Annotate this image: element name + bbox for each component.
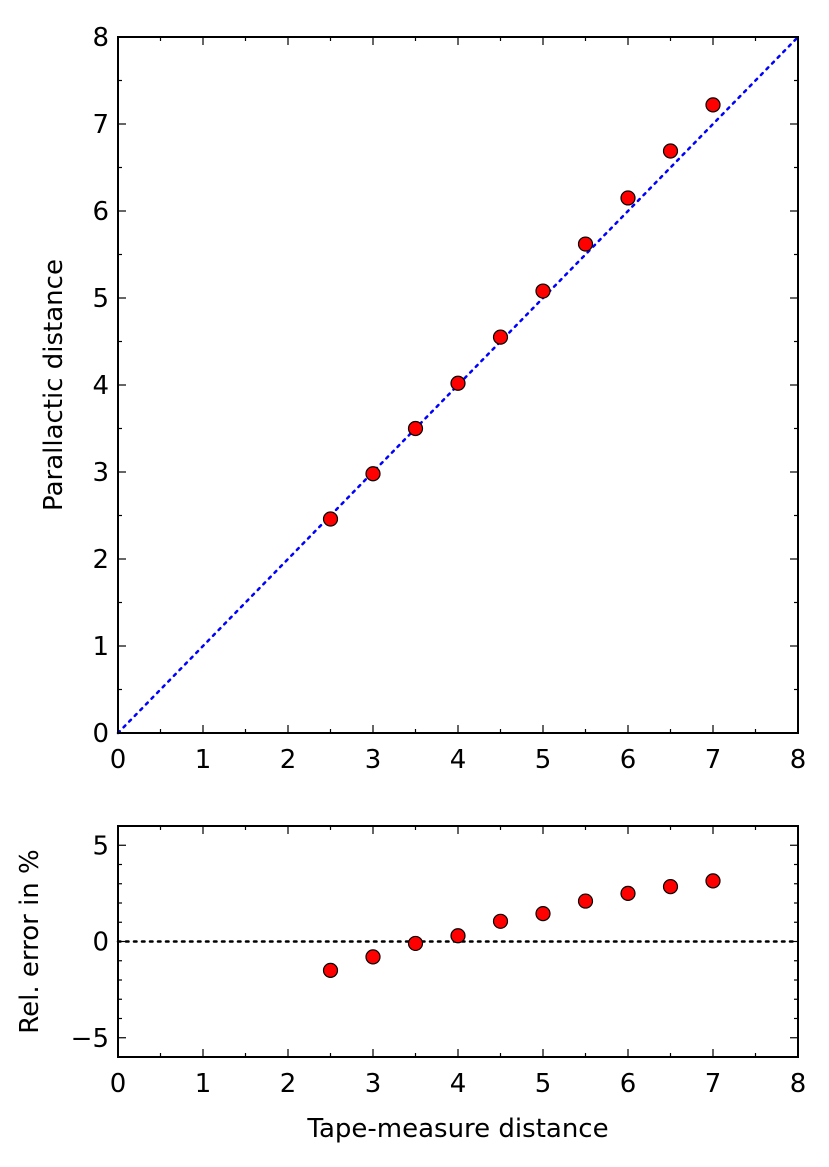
data-point xyxy=(492,913,509,929)
x-tick-label: 0 xyxy=(110,1069,127,1099)
y-tick-label: 0 xyxy=(92,719,109,749)
x-tick-label: 4 xyxy=(450,1069,467,1099)
data-point xyxy=(407,935,424,952)
x-tick-label: 1 xyxy=(195,745,212,775)
data-point xyxy=(535,905,551,922)
x-tick-label: 1 xyxy=(195,1069,212,1099)
data-point xyxy=(407,420,424,437)
x-tick-label: 7 xyxy=(705,1069,722,1099)
data-point xyxy=(705,873,721,889)
data-point xyxy=(662,879,679,895)
data-point xyxy=(577,236,594,252)
y-tick-label: −5 xyxy=(71,1024,109,1054)
data-point xyxy=(662,143,679,159)
y-tick-label: 2 xyxy=(92,545,109,575)
data-point xyxy=(450,928,466,944)
y-tick-label: 7 xyxy=(92,110,109,140)
data-point xyxy=(620,885,636,901)
data-point xyxy=(450,375,466,391)
data-point xyxy=(365,466,381,482)
y-tick-label: 0 xyxy=(92,928,109,958)
y-tick-label: 3 xyxy=(92,458,109,488)
x-tick-label: 5 xyxy=(535,745,552,775)
x-tick-label: 8 xyxy=(790,745,807,775)
data-point xyxy=(322,962,339,978)
y-tick-label: 5 xyxy=(92,831,109,861)
y-tick-label: 1 xyxy=(92,632,109,662)
main-chart: 0 1 2 3 4 5 6 7 8 0 1 2 3 4 5 6 7 8 Parallactic distance xyxy=(39,23,806,775)
x-tick-label: 3 xyxy=(365,745,382,775)
y-tick-label: 6 xyxy=(92,197,109,227)
data-point xyxy=(365,949,381,965)
x-tick-label: 2 xyxy=(280,1069,297,1099)
data-point xyxy=(705,97,721,113)
axes-frame xyxy=(117,825,799,1058)
y-tick-label: 4 xyxy=(92,371,109,401)
x-tick-label: 0 xyxy=(110,745,127,775)
x-tick-label: 3 xyxy=(365,1069,382,1099)
x-tick-label: 2 xyxy=(280,745,297,775)
x-tick-label: 7 xyxy=(705,745,722,775)
axes-frame xyxy=(117,36,799,734)
x-tick-label: 6 xyxy=(620,1069,637,1099)
y-axis-label: Rel. error in % xyxy=(15,849,45,1034)
data-point xyxy=(322,511,339,527)
data-point xyxy=(492,329,509,345)
y-tick-label: 5 xyxy=(92,284,109,314)
x-axis-label: Tape-measure distance xyxy=(306,1114,608,1144)
x-tick-label: 6 xyxy=(620,745,637,775)
x-tick-label: 4 xyxy=(450,745,467,775)
x-tick-label: 5 xyxy=(535,1069,552,1099)
y-axis-label: Parallactic distance xyxy=(39,259,69,511)
y-tick-label: 8 xyxy=(92,23,109,53)
identity-line xyxy=(116,35,800,735)
data-point xyxy=(620,190,636,206)
data-point xyxy=(577,893,594,909)
data-point xyxy=(535,283,551,299)
x-tick-label: 8 xyxy=(790,1069,807,1099)
